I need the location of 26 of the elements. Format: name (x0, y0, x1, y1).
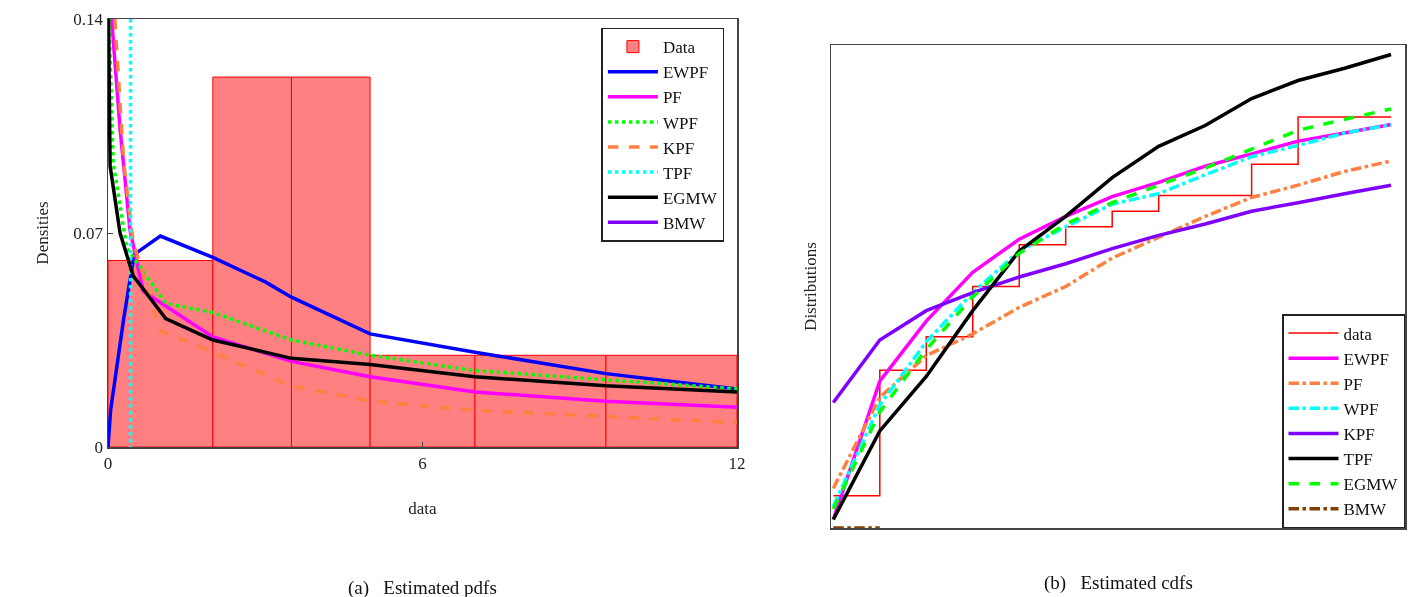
legend-label: Data (662, 38, 696, 58)
x-tick-label: 12 (728, 453, 746, 473)
legend-label: EWPF (662, 63, 709, 83)
y-tick-label: 0 (94, 437, 104, 457)
line-series (108, 234, 737, 447)
y-tick-label: 0.14 (73, 9, 104, 29)
legend-label: KPF (662, 138, 695, 158)
legend-label: BMW (1343, 500, 1387, 520)
legend-label: EGMW (662, 188, 718, 208)
legend-label: TPF (662, 163, 693, 183)
y-axis-title: Densities (33, 201, 53, 265)
legend-label: data (1343, 324, 1373, 344)
legend-label: EGMW (1343, 475, 1399, 495)
legend-label: TPF (1343, 450, 1373, 470)
legend-label: WPF (1343, 399, 1379, 419)
legend-label: PF (662, 88, 682, 108)
legend-label: BMW (662, 213, 707, 233)
legend-label: EWPF (1343, 349, 1389, 369)
x-tick-label: 6 (418, 453, 427, 473)
y-axis-title: Distributions (801, 242, 821, 331)
legend-label: PF (1343, 374, 1363, 394)
legend-label: KPF (1343, 425, 1375, 445)
x-axis-title: data (408, 499, 438, 519)
legend-label: WPF (662, 113, 698, 133)
text: (b) Estimated cdfs (1044, 572, 1193, 594)
y-tick-label: 0.07 (73, 223, 104, 243)
